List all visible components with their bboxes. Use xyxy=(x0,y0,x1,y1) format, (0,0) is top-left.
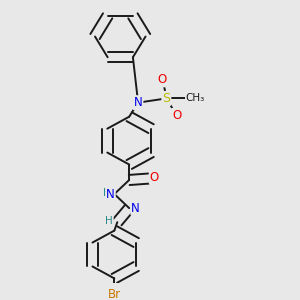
Text: CH₃: CH₃ xyxy=(186,93,205,103)
Text: O: O xyxy=(172,109,182,122)
Text: N: N xyxy=(106,188,115,200)
Text: H: H xyxy=(105,216,113,226)
Text: N: N xyxy=(131,202,140,214)
Text: H: H xyxy=(103,188,111,198)
Text: S: S xyxy=(162,92,170,105)
Text: O: O xyxy=(157,74,167,86)
Text: N: N xyxy=(134,96,142,109)
Text: Br: Br xyxy=(108,288,121,300)
Text: O: O xyxy=(150,171,159,184)
